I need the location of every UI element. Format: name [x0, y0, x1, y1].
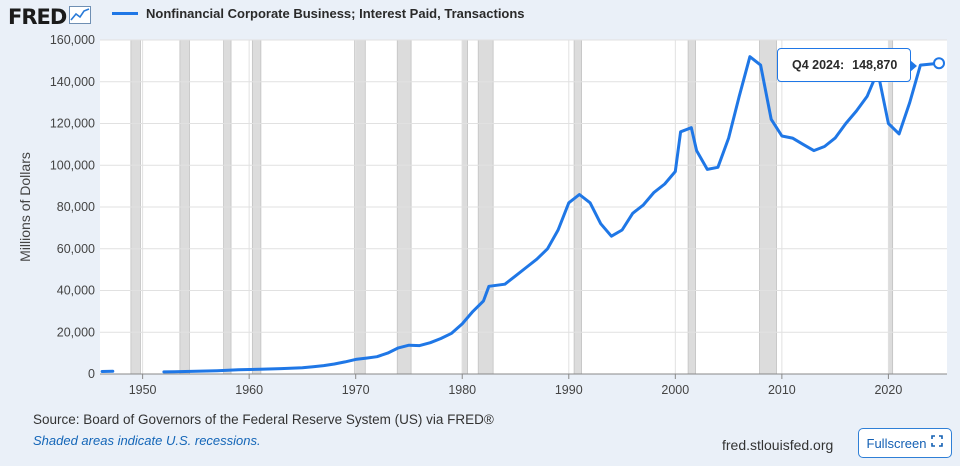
x-tick-label: 2020 [874, 383, 902, 397]
latest-point-marker [933, 57, 946, 70]
y-tick-label: 120,000 [50, 117, 95, 131]
legend-label: Nonfinancial Corporate Business; Interes… [146, 6, 525, 21]
fred-logo[interactable]: FRED [8, 5, 67, 29]
x-tick-label: 1970 [342, 383, 370, 397]
tooltip-value: 148,870 [852, 58, 898, 72]
recession-note: Shaded areas indicate U.S. recessions. [33, 433, 261, 448]
data-tooltip: Q4 2024: 148,870 [777, 48, 917, 82]
legend-swatch [112, 12, 138, 15]
x-tick-label: 2000 [661, 383, 689, 397]
fullscreen-label: Fullscreen [866, 435, 927, 451]
x-tick-label: 1990 [555, 383, 583, 397]
series-line [162, 55, 941, 374]
tooltip-period: Q4 2024: [792, 58, 845, 72]
chart-legend: Nonfinancial Corporate Business; Interes… [112, 6, 525, 21]
x-tick-label: 2010 [768, 383, 796, 397]
header: FRED [8, 2, 92, 32]
x-tick-label: 1980 [448, 383, 476, 397]
y-tick-label: 40,000 [57, 284, 95, 298]
y-tick-label: 20,000 [57, 325, 95, 339]
y-tick-label: 0 [88, 367, 95, 381]
expand-icon [931, 434, 944, 452]
x-tick-label: 1950 [129, 383, 157, 397]
site-link[interactable]: fred.stlouisfed.org [722, 437, 834, 453]
y-axis-label: Millions of Dollars [17, 152, 33, 262]
x-tick-label: 1960 [235, 383, 263, 397]
line-chart: 0 20,000 40,000 60,000 80,000 100,000 120,000 1… [17, 33, 947, 397]
y-tick-label: 140,000 [50, 75, 95, 89]
source-note: Source: Board of Governors of the Federa… [33, 412, 494, 427]
y-tick-label: 100,000 [50, 158, 95, 172]
fullscreen-button[interactable]: Fullscreen [858, 428, 952, 458]
y-tick-label: 80,000 [57, 200, 95, 214]
y-tick-label: 160,000 [50, 33, 95, 47]
y-tick-label: 60,000 [57, 242, 95, 256]
fred-graph-icon [69, 5, 92, 29]
